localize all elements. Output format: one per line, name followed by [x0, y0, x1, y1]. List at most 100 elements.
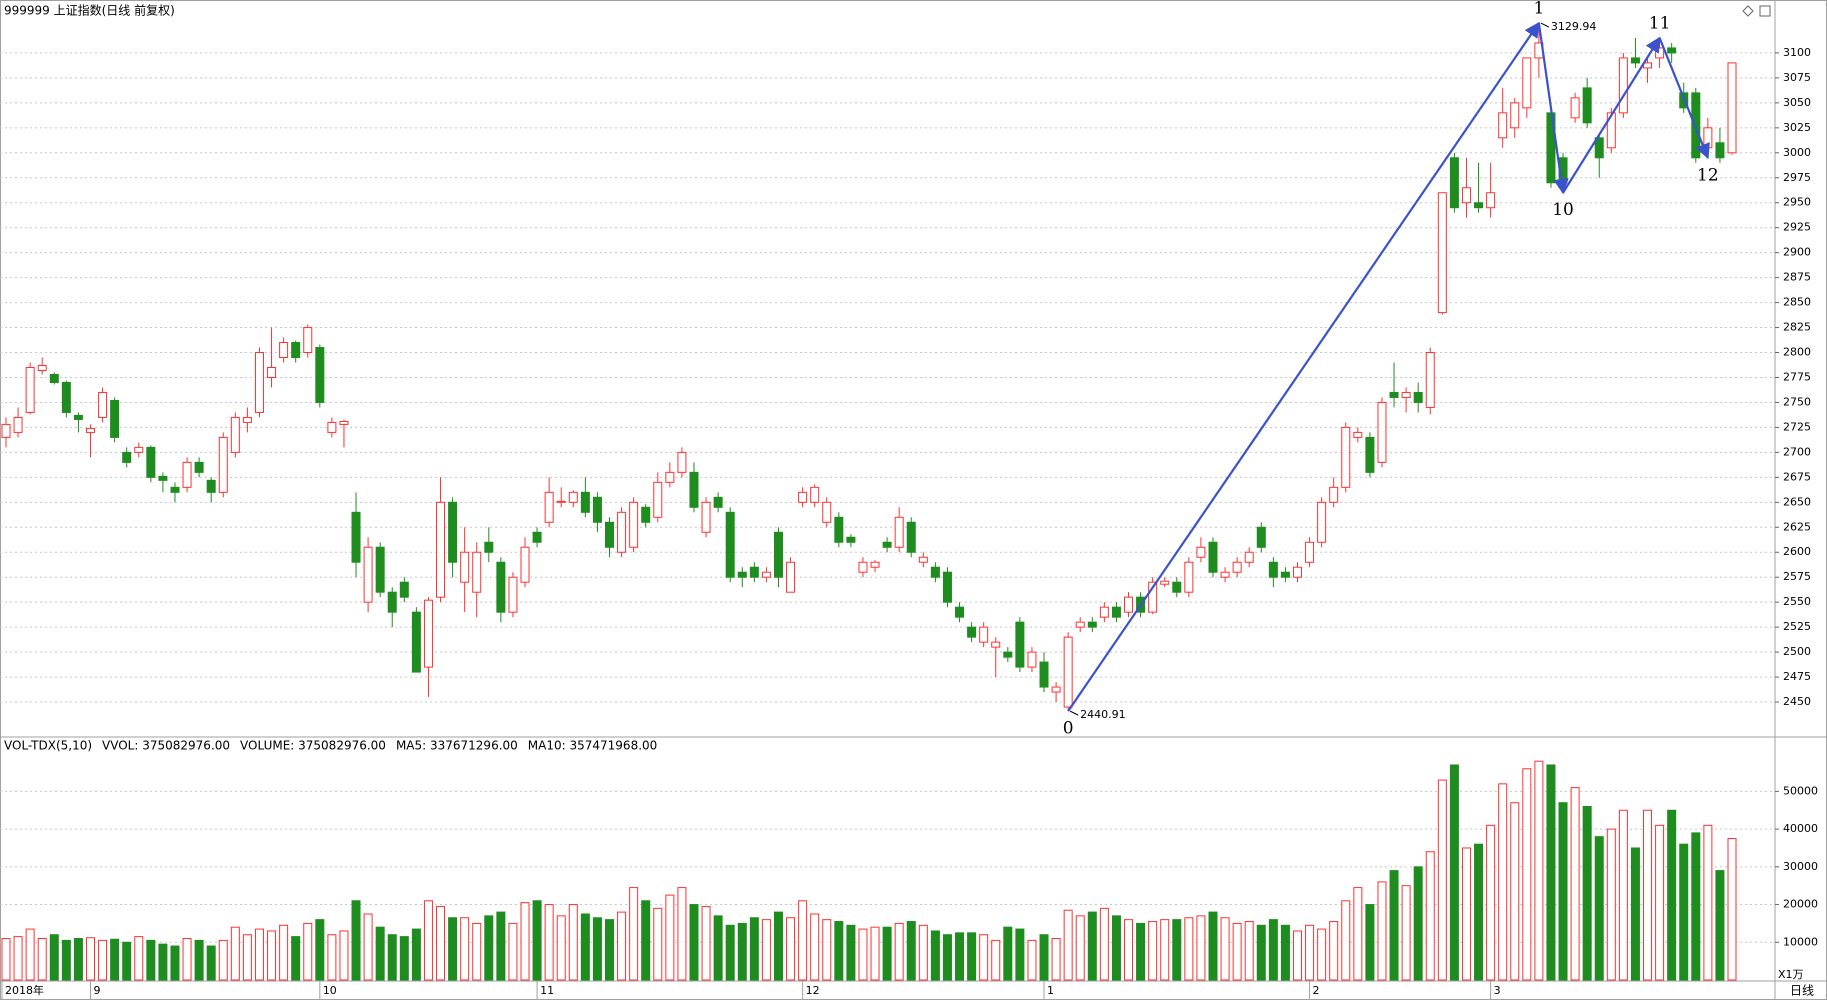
volume-bar [1136, 922, 1146, 981]
candle [1075, 617, 1085, 633]
candle [1667, 42, 1677, 63]
candle-body [617, 511, 627, 553]
candle-body [870, 561, 880, 568]
volume-bar [1063, 909, 1073, 981]
wave-arrow [1537, 22, 1569, 195]
volume-bar [1160, 919, 1170, 981]
volume-bar [930, 930, 940, 981]
candle-body [1075, 621, 1085, 628]
x-tick-label: 3 [1494, 984, 1501, 997]
candle-body [1341, 426, 1351, 488]
candle-body [894, 516, 904, 548]
candle-body [242, 416, 252, 423]
candle [170, 482, 180, 503]
volume-bar [49, 934, 59, 981]
volume-bar [991, 939, 1001, 981]
volume-bar [1353, 887, 1363, 981]
candle-body [749, 566, 759, 578]
candle [1365, 432, 1375, 478]
candle [110, 397, 120, 443]
candle-body [725, 511, 735, 578]
y-tick-label: 2900 [1783, 246, 1811, 259]
volume-bar [1703, 824, 1713, 981]
volume-readout: MA5: 337671296.00 [396, 739, 518, 753]
volume-bar [1401, 885, 1411, 981]
volume-bar [1317, 928, 1327, 981]
volume-bar [61, 939, 71, 981]
candle-body [73, 414, 83, 420]
volume-bar [146, 939, 156, 981]
candle [810, 484, 820, 508]
candle [1196, 537, 1206, 563]
candle-body [1280, 571, 1290, 578]
volume-bar [1099, 907, 1109, 981]
candle [1437, 192, 1447, 315]
candle-body [761, 571, 771, 578]
volume-bar [1051, 938, 1061, 981]
volume-bar [1582, 805, 1592, 981]
volume-unit: X1万 [1778, 968, 1804, 981]
candle [942, 567, 952, 608]
y-tick-label: 3100 [1783, 46, 1811, 59]
volume-bar [1377, 881, 1387, 981]
volume-bar [1220, 917, 1230, 981]
y-tick-label: 3050 [1783, 96, 1811, 109]
candle-body [291, 342, 301, 359]
candle-body [1087, 621, 1097, 628]
candle [158, 472, 168, 493]
volume-bar [1606, 828, 1616, 981]
candle [930, 562, 940, 583]
volume-bar [677, 887, 687, 981]
candle-body [1703, 127, 1713, 149]
candle-body [653, 481, 663, 518]
candle-body [1606, 112, 1616, 149]
candle [472, 542, 482, 618]
candle [713, 492, 723, 513]
candle-body [436, 501, 446, 598]
candle [882, 537, 892, 553]
candle [1570, 92, 1580, 123]
candle [134, 442, 144, 458]
candle [592, 492, 602, 533]
y-tick-label: 20000 [1783, 898, 1818, 911]
max-price-pointer [1540, 22, 1550, 28]
y-tick-label: 10000 [1783, 935, 1818, 948]
candle [1124, 592, 1134, 618]
candle-body [580, 491, 590, 513]
volume-bar [254, 928, 264, 981]
candle [761, 567, 771, 583]
candle-body [170, 486, 180, 493]
volume-bar [399, 936, 409, 981]
volume-bar [122, 941, 132, 981]
volume-bar [279, 924, 289, 981]
volume-bar [1305, 924, 1315, 981]
volume-bar [713, 915, 723, 981]
y-tick-label: 2800 [1783, 346, 1811, 359]
volume-bar [1715, 870, 1725, 981]
candle-body [98, 391, 108, 418]
candle [1377, 397, 1387, 468]
candle-body [1655, 47, 1665, 59]
candle [1099, 602, 1109, 623]
candle [194, 457, 204, 478]
candle-body [25, 367, 35, 413]
candle-body [1099, 606, 1109, 618]
candle [291, 340, 301, 363]
diamond-icon[interactable] [1742, 5, 1754, 17]
volume-bar [1329, 921, 1339, 981]
candle [834, 512, 844, 548]
volume-bar [1425, 851, 1435, 981]
box-icon[interactable] [1759, 5, 1771, 17]
y-tick-label: 2825 [1783, 321, 1811, 334]
candle [701, 497, 711, 538]
candle-body [61, 381, 71, 413]
candle [460, 527, 470, 613]
volume-bar [375, 926, 385, 981]
candle-body [1232, 561, 1242, 573]
candle [1401, 387, 1411, 413]
volume-bar [1486, 824, 1496, 981]
candle-body [267, 367, 277, 378]
candle [206, 477, 216, 503]
candle-body [1124, 596, 1134, 613]
candle [991, 637, 1001, 678]
